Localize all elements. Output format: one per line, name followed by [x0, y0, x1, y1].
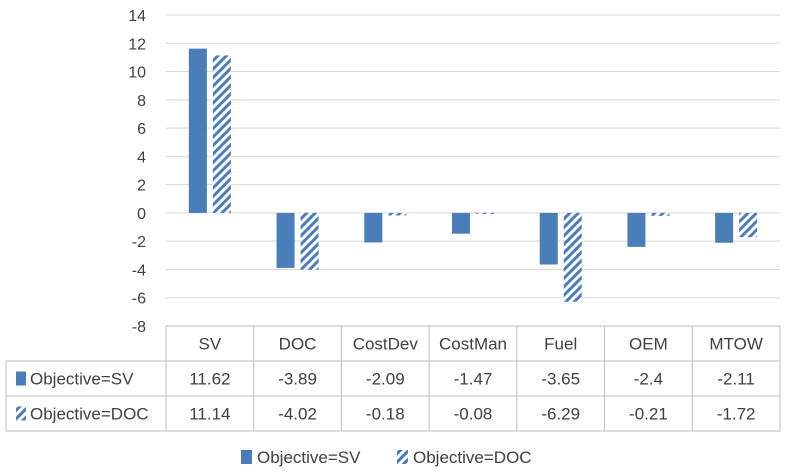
y-tick-label: 10	[128, 65, 146, 82]
legend-swatch	[241, 450, 252, 464]
category-label: SV	[199, 335, 222, 354]
bar-objective-doc	[476, 212, 494, 215]
data-value: -4.02	[278, 405, 317, 424]
series-row-label: Objective=SV	[30, 370, 134, 389]
y-tick-label: 4	[137, 149, 146, 166]
bar-objective-doc	[739, 212, 758, 238]
y-tick-label: 12	[128, 36, 146, 53]
bars	[188, 48, 758, 302]
y-tick-label: 8	[137, 93, 146, 110]
category-label: MTOW	[709, 335, 763, 354]
data-value: -1.47	[454, 370, 493, 389]
category-label: DOC	[279, 335, 317, 354]
data-value: -2.09	[366, 370, 405, 389]
series-row-label: Objective=DOC	[30, 405, 149, 424]
legend-label: Objective=SV	[257, 448, 361, 467]
y-tick-label: 0	[137, 206, 146, 223]
category-label: OEM	[629, 335, 668, 354]
data-value: 11.62	[189, 370, 230, 389]
data-value: -3.89	[278, 370, 317, 389]
legend: Objective=SV Objective=DOC	[241, 448, 532, 467]
gridlines	[166, 14, 780, 327]
y-tick-label: -2	[132, 234, 146, 251]
data-value: -0.18	[366, 405, 405, 424]
bar-objective-sv	[188, 48, 207, 213]
data-value: -6.29	[541, 405, 580, 424]
bar-objective-sv	[539, 212, 558, 265]
data-value: -1.72	[717, 405, 756, 424]
bar-objective-doc	[651, 212, 670, 216]
y-tick-label: -8	[132, 319, 146, 336]
bar-objective-sv	[715, 212, 734, 243]
y-tick-label: -6	[132, 291, 146, 308]
data-value: -0.21	[629, 405, 668, 424]
bar-objective-doc	[212, 55, 231, 213]
bar-objective-sv	[276, 212, 295, 268]
category-label: CostMan	[439, 335, 507, 354]
y-tick-label: 6	[137, 121, 146, 138]
data-value: 11.14	[189, 405, 230, 424]
series-swatch	[16, 406, 26, 421]
bar-objective-doc	[300, 212, 319, 270]
bar-objective-sv	[364, 212, 383, 243]
bar-objective-doc	[563, 212, 582, 302]
y-tick-label: -4	[132, 262, 146, 279]
bar-objective-sv	[452, 212, 470, 234]
bar-objective-doc	[388, 212, 407, 216]
bar-objective-sv	[627, 212, 646, 247]
data-value: -0.08	[454, 405, 493, 424]
y-axis-ticks: -8 -6 -4 -2 0 2 4 6 8 10 12 14	[128, 8, 146, 336]
category-label: CostDev	[353, 335, 419, 354]
y-tick-label: 2	[137, 178, 146, 195]
legend-swatch	[397, 450, 408, 464]
data-value: -2.4	[634, 370, 663, 389]
data-table: SV DOC CostDev CostMan Fuel OEM MTOW Objective=…	[5, 325, 781, 432]
legend-label: Objective=DOC	[413, 448, 532, 467]
data-value: -2.11	[717, 370, 755, 389]
data-value: -3.65	[541, 370, 580, 389]
category-label: Fuel	[544, 335, 577, 354]
series-swatch	[16, 371, 26, 386]
y-tick-label: 14	[128, 8, 146, 25]
